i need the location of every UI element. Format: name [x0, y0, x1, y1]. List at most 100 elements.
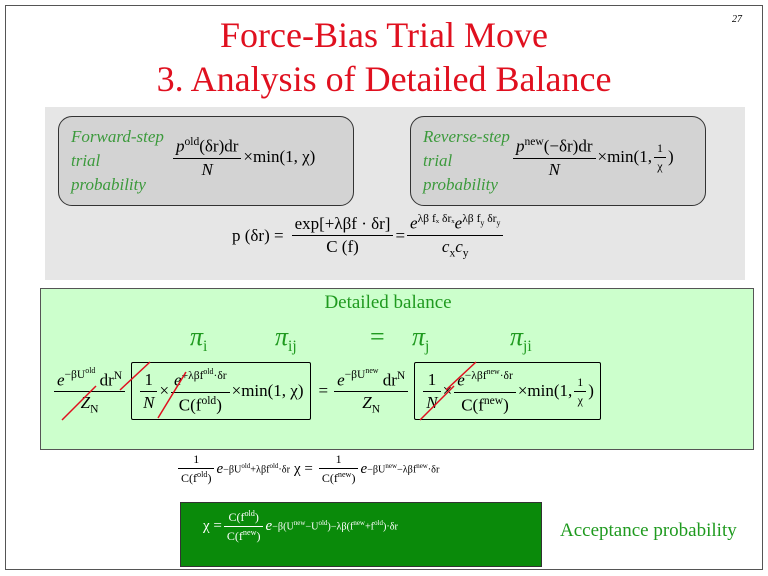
formula-text: χ — [657, 158, 663, 173]
formula-text: 1 — [140, 370, 158, 392]
reverse-box: Reverse-step trial probability pnew(−δr)… — [410, 116, 706, 206]
formula-text: e — [216, 460, 224, 477]
formula-part: C(fnew) — [224, 527, 264, 544]
formula-text: x — [449, 246, 456, 260]
formula-part: ZN — [54, 392, 125, 415]
formula-part: −βUold — [65, 367, 96, 382]
formula-text: new — [486, 367, 500, 376]
formula-text: +λβf — [181, 368, 204, 382]
formula-text: ·δr — [278, 464, 290, 476]
formula-part — [419, 385, 455, 421]
formula-text: Forward-step — [71, 127, 164, 146]
formula-text: ) — [256, 529, 261, 543]
formula-part: eλβ fₓ δrₓeλβ fy δry cxcy — [407, 212, 504, 260]
formula-text: p — [176, 136, 185, 156]
formula-text: C(f — [226, 529, 243, 543]
formula-text: π — [510, 322, 524, 351]
formula-text: N — [201, 159, 213, 179]
formula-text: old — [269, 462, 279, 470]
formula-part: e−βUold drN — [54, 367, 126, 393]
formula-text: e — [457, 370, 465, 390]
formula-text: π — [412, 322, 426, 351]
formula-text: λβ f — [462, 212, 481, 225]
formula-text: ×min(1, χ) — [243, 147, 316, 167]
formula-part: exp[+λβf · δr] C (f) — [291, 214, 394, 257]
formula-text: dr — [382, 370, 397, 390]
formula-text: old — [184, 135, 200, 148]
formula-text: N — [548, 159, 560, 179]
formula-text: ) — [216, 395, 222, 415]
formula-text: e — [454, 213, 463, 233]
formula-part: N — [173, 159, 241, 180]
formula-part — [119, 361, 151, 391]
formula-part: ZN — [334, 392, 408, 415]
formula-text: 1 — [318, 452, 359, 469]
formula-text: ) — [254, 510, 259, 524]
formula-part: e−βUnew drN ZN — [334, 367, 409, 416]
formula-part: πij — [275, 322, 297, 356]
formula-part: πi — [190, 322, 207, 356]
formula-text: old — [244, 509, 255, 518]
title: 3. Analysis of Detailed Balance — [156, 59, 612, 99]
formula-text: ij — [288, 338, 297, 356]
formula-text: 1 — [423, 370, 441, 392]
formula-text: Reverse-step — [423, 127, 510, 146]
formula-text: i — [203, 338, 208, 356]
formula-part: pnew(−δr)dr N — [513, 135, 596, 180]
formula-text: C (f) — [326, 237, 359, 257]
formula-text: ×min(1, χ) — [231, 381, 304, 401]
formula-part: pold(δr)dr N ×min(1, χ) — [171, 135, 315, 180]
formula-text: −βU — [344, 368, 366, 382]
formula-text: N — [90, 402, 99, 416]
formula-text: old — [203, 367, 214, 376]
formula-text: e — [265, 518, 273, 534]
formula-text: ) — [351, 471, 356, 485]
formula-text: y — [462, 246, 469, 260]
formula-text: Z — [362, 393, 372, 413]
formula-text: new — [353, 520, 365, 528]
formula-text: j — [425, 338, 430, 356]
formula-text: × — [442, 381, 453, 401]
formula-part: C(fnew) — [454, 393, 516, 416]
formula-text: = — [395, 225, 406, 245]
formula-text: π — [275, 322, 289, 351]
formula-text: 1 — [178, 452, 215, 469]
formula-part: C(fold) C(fnew) — [223, 509, 264, 544]
formula-text: C(f — [321, 471, 338, 485]
formula-text: C(f — [178, 395, 202, 415]
formula-part: pnew(−δr)dr — [513, 135, 596, 159]
formula-text: e — [57, 370, 65, 390]
formula-text: exp[+λβf · δr] — [291, 214, 394, 237]
formula-text: old — [241, 462, 251, 470]
formula-text: −βU — [223, 464, 242, 476]
formula-text: −λβf — [396, 464, 417, 476]
formula-text: π — [190, 322, 204, 351]
formula-part: p (δr) = exp[+λβf · δr] C (f) = eλβ fₓ δr… — [232, 212, 505, 259]
formula-text: −β(U — [272, 521, 294, 533]
formula-part: N — [423, 392, 440, 413]
formula-text: C(f — [461, 395, 484, 415]
formula-part: N — [513, 159, 596, 180]
formula-text: = — [370, 322, 385, 351]
formula-part: 1 C(fnew) — [318, 452, 359, 486]
formula-text: ) — [207, 471, 212, 485]
formula-text: λβ fₓ δrₓ — [417, 212, 455, 225]
acceptance-label: Acceptance probability — [560, 520, 737, 541]
formula-text: 1 — [653, 141, 666, 158]
formula-text: c — [441, 236, 450, 256]
formula-text: e — [360, 460, 368, 477]
formula-text: χ = — [203, 518, 222, 534]
formula-part: e−βUold drN ZN — [54, 367, 126, 416]
formula-text: ) — [503, 395, 509, 415]
formula-part: χ = C(fold) C(fnew) e −β(Unew−Uold)−λβ(fne… — [203, 509, 398, 544]
formula-part: −β(Unew−Uold)−λβ(fnew+fold)·δr — [272, 520, 398, 532]
formula-text: old — [374, 520, 383, 528]
formula-text: e — [337, 370, 345, 390]
formula-text: e — [410, 213, 418, 233]
formula-part: e−λβfnew·δr C(fnew) — [454, 367, 516, 415]
formula-part: eλβ fₓ δrₓeλβ fy δry — [407, 212, 504, 236]
formula-text: probability — [423, 175, 498, 194]
formula-part — [445, 361, 477, 391]
